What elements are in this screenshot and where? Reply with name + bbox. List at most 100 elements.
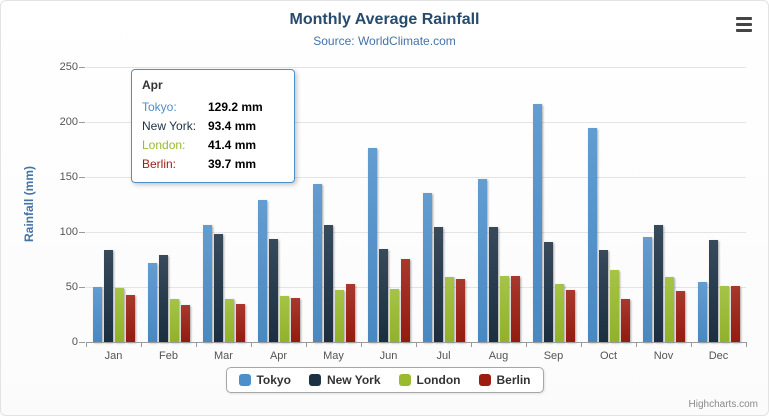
bar-new-york-jan[interactable] (103, 250, 113, 342)
bar-berlin-feb[interactable] (180, 305, 190, 342)
x-axis-line (86, 342, 746, 343)
bar-tokyo-jan[interactable] (92, 287, 102, 342)
bar-tokyo-may[interactable] (312, 183, 322, 342)
x-axis-label: Mar (214, 350, 233, 362)
y-axis-label: 100 (59, 226, 78, 238)
bar-london-feb[interactable] (169, 299, 179, 342)
tooltip: Apr Tokyo: 129.2 mm New York: 93.4 mm London… (131, 69, 295, 183)
legend-item-new-york[interactable]: New York (308, 373, 381, 387)
legend-item-berlin[interactable]: Berlin (478, 373, 531, 387)
bar-berlin-mar[interactable] (235, 304, 245, 342)
y-gridline (86, 232, 746, 233)
tooltip-row: Berlin: 39.7 mm (142, 155, 284, 174)
tooltip-series-value: 129.2 mm (208, 100, 263, 114)
tooltip-row: Tokyo: 129.2 mm (142, 98, 284, 117)
y-tick (79, 177, 85, 178)
bar-new-york-sep[interactable] (543, 241, 553, 342)
bar-tokyo-apr[interactable] (257, 199, 267, 342)
bar-london-dec[interactable] (719, 285, 729, 342)
bar-berlin-oct[interactable] (620, 298, 630, 342)
bar-new-york-aug[interactable] (488, 227, 498, 342)
tooltip-series-value: 93.4 mm (208, 119, 257, 133)
tooltip-row: London: 41.4 mm (142, 136, 284, 155)
bar-london-jun[interactable] (389, 288, 399, 342)
legend-item-london[interactable]: London (398, 373, 461, 387)
bar-tokyo-jul[interactable] (422, 192, 432, 342)
bar-new-york-apr[interactable] (268, 239, 278, 342)
bar-new-york-mar[interactable] (213, 233, 223, 342)
bar-berlin-nov[interactable] (675, 290, 685, 342)
bar-tokyo-feb[interactable] (147, 263, 157, 342)
y-axis-label: 250 (59, 61, 78, 73)
bar-berlin-jan[interactable] (125, 295, 135, 342)
y-axis-label: 150 (59, 171, 78, 183)
credits-link[interactable]: Highcharts.com (688, 399, 758, 410)
bar-berlin-sep[interactable] (565, 289, 575, 342)
y-gridline (86, 177, 746, 178)
tooltip-row: New York: 93.4 mm (142, 117, 284, 136)
bar-berlin-jun[interactable] (400, 258, 410, 342)
bar-berlin-may[interactable] (345, 284, 355, 342)
tooltip-series-name: London: (142, 138, 186, 152)
x-axis-label: Feb (159, 350, 178, 362)
bar-london-nov[interactable] (664, 276, 674, 342)
x-tick (361, 342, 362, 347)
bar-tokyo-sep[interactable] (532, 103, 542, 342)
bar-tokyo-nov[interactable] (642, 236, 652, 342)
legend-label: New York (326, 373, 381, 387)
x-tick (416, 342, 417, 347)
x-axis-label: Aug (488, 350, 509, 362)
x-axis-label: Jan (104, 350, 123, 362)
legend-item-tokyo[interactable]: Tokyo (238, 373, 291, 387)
y-tick (79, 67, 85, 68)
chart-title: Monthly Average Rainfall (289, 11, 480, 28)
tooltip-series-name: New York: (142, 119, 197, 133)
bar-new-york-oct[interactable] (598, 250, 608, 342)
y-tick (79, 287, 85, 288)
x-axis-label: Jul (436, 350, 451, 362)
x-axis-label: Sep (543, 350, 564, 362)
bar-berlin-apr[interactable] (290, 298, 300, 342)
bar-london-mar[interactable] (224, 298, 234, 342)
legend-label: Tokyo (256, 373, 291, 387)
legend-swatch (238, 374, 251, 386)
bar-tokyo-mar[interactable] (202, 224, 212, 342)
bar-new-york-jul[interactable] (433, 226, 443, 342)
x-tick (691, 342, 692, 347)
export-menu-button[interactable] (732, 14, 756, 34)
bar-london-sep[interactable] (554, 284, 564, 342)
bar-london-apr[interactable] (279, 296, 289, 342)
bar-london-jul[interactable] (444, 277, 454, 342)
bar-berlin-dec[interactable] (730, 285, 740, 342)
bar-new-york-dec[interactable] (708, 240, 718, 342)
y-axis-label: 0 (71, 336, 78, 348)
x-axis-label: Nov (653, 350, 674, 362)
bar-new-york-nov[interactable] (653, 224, 663, 342)
y-gridline (86, 287, 746, 288)
bar-new-york-feb[interactable] (158, 255, 168, 342)
y-tick (79, 122, 85, 123)
bar-london-oct[interactable] (609, 270, 619, 342)
tooltip-series-value: 39.7 mm (208, 157, 257, 171)
bar-london-jan[interactable] (114, 288, 124, 342)
bar-tokyo-oct[interactable] (587, 128, 597, 342)
bar-tokyo-dec[interactable] (697, 282, 707, 342)
bar-london-may[interactable] (334, 290, 344, 342)
x-tick (746, 342, 747, 347)
x-axis-label: May (323, 350, 344, 362)
legend-swatch (478, 374, 491, 386)
y-axis-label: 50 (65, 281, 78, 293)
bar-berlin-jul[interactable] (455, 278, 465, 342)
y-tick (79, 232, 85, 233)
bar-london-aug[interactable] (499, 276, 509, 342)
hamburger-icon (736, 16, 752, 32)
bar-new-york-jun[interactable] (378, 249, 388, 342)
bar-berlin-aug[interactable] (510, 275, 520, 342)
y-axis-label: 200 (59, 116, 78, 128)
x-axis-label: Oct (599, 350, 618, 362)
chart-subtitle: Source: WorldClimate.com (313, 34, 456, 48)
bar-new-york-may[interactable] (323, 225, 333, 342)
bar-tokyo-jun[interactable] (367, 148, 377, 342)
bar-tokyo-aug[interactable] (477, 178, 487, 342)
